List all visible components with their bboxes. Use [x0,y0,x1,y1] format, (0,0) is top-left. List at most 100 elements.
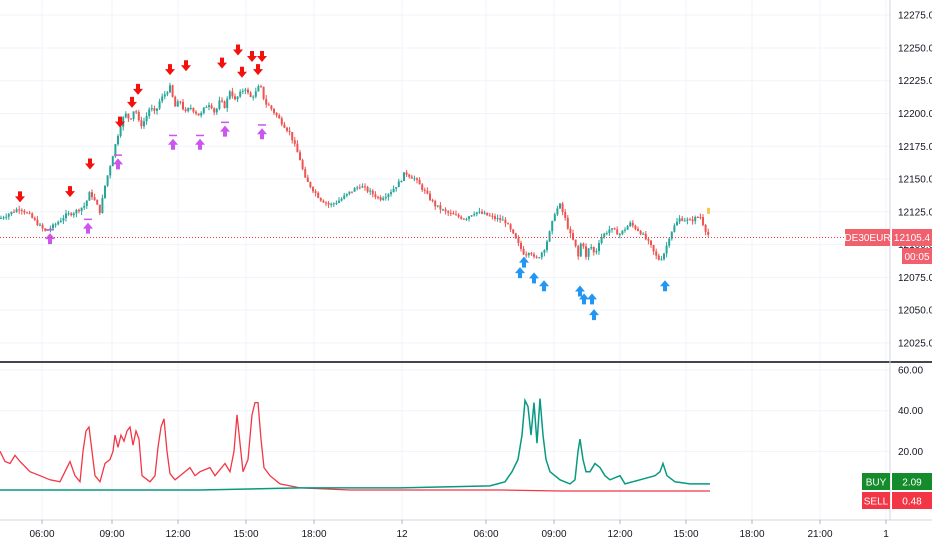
price-tick-label: 12250.0 [898,43,932,54]
candle-body [486,212,489,216]
candle-body [148,109,151,117]
time-tick-label: 18:00 [739,529,764,540]
candle-body [512,229,515,234]
candle-body [546,241,548,251]
candle-body [676,221,678,226]
sell-arrow [165,64,175,76]
candle-body [319,197,322,201]
candle-body [161,96,164,102]
candle-body [569,228,572,234]
main-grid [0,0,890,520]
candle-body [374,194,377,197]
candle-body [171,85,174,97]
candle-body [163,94,166,97]
candle-body [153,108,156,111]
candle-body [15,209,18,213]
main-pane[interactable] [0,0,890,520]
candle-body [514,233,517,239]
price-tick-label: 12175.0 [898,142,932,153]
candle-body [366,187,369,192]
candle-body [78,209,80,212]
candle-body [416,178,418,180]
sell-label-box [862,492,890,509]
candle-body [694,216,697,222]
candle-body [696,216,699,218]
indicator-grid [0,369,890,452]
sell-value: 0.48 [902,497,922,508]
candle-body [660,259,663,261]
candle-body [413,178,416,180]
price-axis[interactable]: 12275.0 12250.0 12225.0 12200.0 12175.0 12150… [844,0,932,520]
time-tick-label: 21:00 [807,529,832,540]
price-tick-label: 12025.0 [898,338,932,349]
candle-body [618,234,621,236]
candle-body [231,91,234,97]
candle-body [31,213,34,218]
sell-arrow [217,57,227,69]
candle-body [647,239,650,241]
candle-body [377,196,379,198]
time-tick-label: 09:00 [541,529,566,540]
candle-body [260,86,262,88]
candle-body [283,124,286,128]
candle-body [10,211,13,215]
time-axis[interactable]: 06:00 09:00 12:00 15:00 18:00 12 06:00 09:00 12:… [0,519,932,540]
candle-body [530,253,533,255]
candle-body [616,229,619,235]
candle-body [452,213,455,215]
buy-arrow [515,267,525,279]
candle-body [140,120,143,127]
candle-body [533,254,535,257]
signal-arrows [15,44,670,321]
candle-body [384,196,387,199]
buy-arrow [113,158,123,170]
candle-body [293,140,296,144]
candle-body [104,185,106,198]
candle-body [158,101,161,109]
candle-body [228,91,231,99]
candle-body [13,211,15,213]
buy-arrow [220,125,230,137]
countdown-value: 00:05 [904,252,929,263]
candle-body [369,190,372,192]
candle-body [447,211,450,213]
time-tick-label: 15:00 [673,529,698,540]
buy-dash [84,218,92,221]
candle-body [689,219,691,221]
candle-body [517,238,520,243]
candle-body [561,203,564,213]
candle-body [527,253,530,256]
candle-body [590,247,593,249]
time-tick-label: 09:00 [99,529,124,540]
candle-body [182,101,184,110]
sell-arrow [253,64,263,76]
candle-body [132,111,135,120]
sell-arrow [257,51,267,63]
candle-body [587,248,590,257]
candle-body [681,218,684,221]
candle-body [488,215,491,217]
candle-body [390,192,392,195]
candle-body [150,108,153,110]
sell-arrow [237,66,247,78]
candle-body [291,131,294,141]
countdown-box [902,248,932,264]
candle-body [434,200,437,207]
candle-body [577,246,580,257]
time-tick-label: 15:00 [233,529,258,540]
candle-body [174,96,177,107]
candle-body [267,104,270,106]
candle-body [327,202,330,205]
indicator-pane[interactable] [0,369,890,492]
candle-body [564,212,567,218]
candle-body [361,186,364,188]
candle-body [244,89,247,91]
candle-body [631,222,634,226]
candle-body [101,197,104,214]
candle-body [117,136,119,145]
candle-body [192,107,195,112]
sell-arrow [133,83,143,95]
buy-dash [196,134,204,137]
sell-series-line [0,401,710,492]
